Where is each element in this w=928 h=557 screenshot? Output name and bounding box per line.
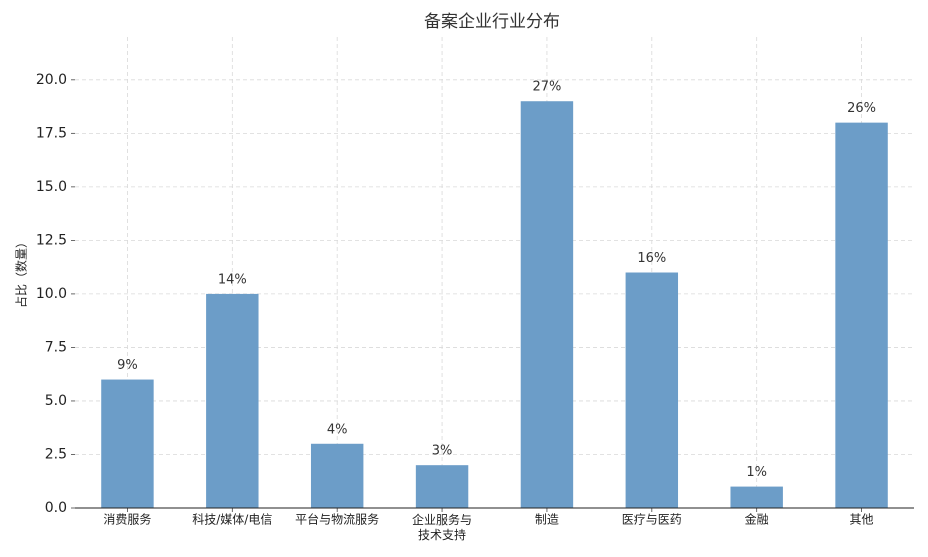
value-label: 27% <box>532 80 561 95</box>
x-tick-label: 消费服务 <box>103 512 151 527</box>
y-tick-label: 10.0 <box>36 286 67 302</box>
bar <box>310 443 364 508</box>
x-tick-label: 企业服务与技术支持 <box>412 512 472 542</box>
chart-title: 备案企业行业分布 <box>424 12 560 32</box>
bar <box>415 465 469 508</box>
x-tick-label: 制造 <box>535 513 559 527</box>
y-tick-label: 0.0 <box>45 500 67 516</box>
value-label: 9% <box>117 358 138 373</box>
y-tick-label: 2.5 <box>45 446 67 462</box>
value-label: 3% <box>432 444 453 459</box>
value-label: 14% <box>218 272 247 287</box>
x-tick-label: 平台与物流服务 <box>295 512 379 527</box>
value-label: 26% <box>847 101 876 116</box>
y-tick-label: 20.0 <box>36 72 67 88</box>
bar <box>730 486 783 508</box>
x-tick-label: 其他 <box>850 513 874 527</box>
x-tick-label: 科技/媒体/电信 <box>192 513 272 527</box>
bar <box>101 379 154 508</box>
bar <box>835 122 888 509</box>
bar <box>520 101 574 509</box>
value-label: 1% <box>746 465 767 480</box>
x-tick-label: 金融 <box>745 512 769 527</box>
y-tick-label: 12.5 <box>36 232 67 248</box>
bar <box>625 272 679 508</box>
y-axis-label: 占比（数量） <box>14 236 29 308</box>
x-tick-label: 医疗与医药 <box>622 513 682 527</box>
bar <box>206 293 259 508</box>
value-label: 4% <box>327 422 348 437</box>
value-label: 16% <box>637 251 666 266</box>
y-tick-label: 17.5 <box>36 125 67 141</box>
y-tick-label: 15.0 <box>36 179 67 195</box>
y-tick-label: 7.5 <box>45 339 67 355</box>
y-tick-label: 5.0 <box>45 393 67 409</box>
